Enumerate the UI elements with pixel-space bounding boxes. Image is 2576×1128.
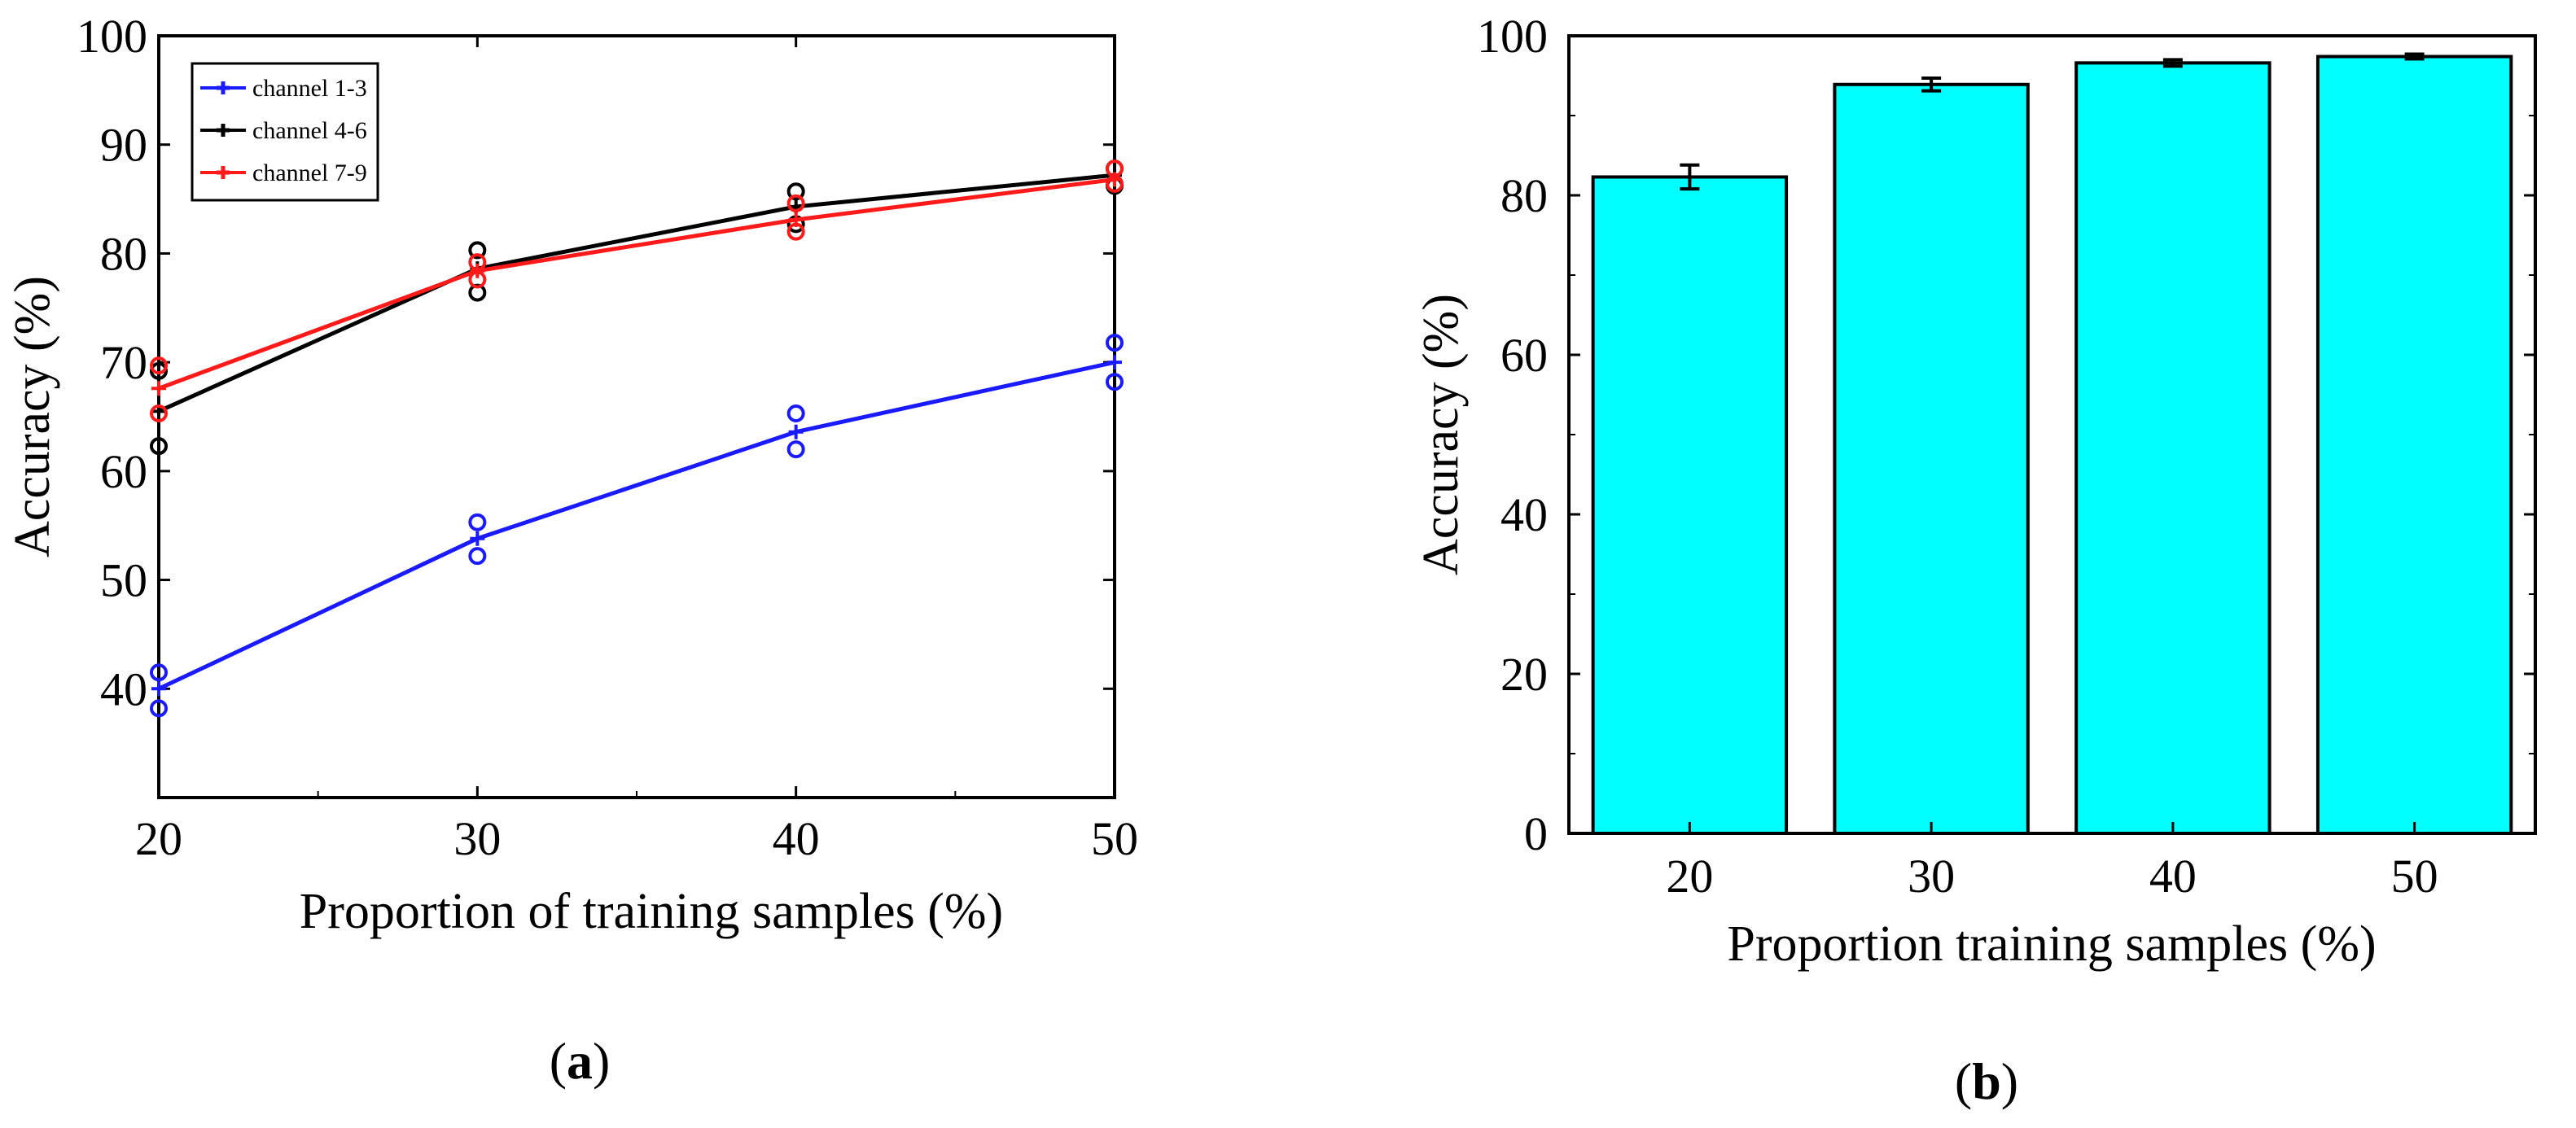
panel-label-a: (a) — [550, 1032, 611, 1090]
lower-point — [150, 699, 168, 718]
y-tick-label-a: 40 — [100, 662, 147, 715]
upper-point — [468, 241, 487, 260]
x-tick-label-a: 40 — [773, 812, 820, 865]
bar — [2074, 61, 2272, 835]
bar — [1591, 175, 1789, 835]
upper-point — [786, 404, 805, 422]
x-axis-label-a: Proportion of training samples (%) — [300, 884, 1003, 939]
panel-label-a-letter: a — [567, 1032, 593, 1090]
bar — [1833, 82, 2030, 835]
series-line — [157, 360, 1115, 691]
y-tick-label-a: 50 — [100, 554, 147, 607]
bar-chart-panel-b: 20 30 40 50 0 20 40 60 80 100 Proportion training… — [1413, 10, 2537, 1110]
upper-point — [786, 182, 805, 201]
y-tick-label-b: 40 — [1500, 488, 1548, 541]
lower-point — [150, 437, 168, 456]
legend-label: channel 4-6 — [252, 117, 367, 144]
x-tick-label-b: 20 — [1666, 850, 1713, 903]
upper-point — [1106, 334, 1124, 352]
series-line — [157, 173, 1115, 413]
panel-label-b-letter: b — [1972, 1052, 2001, 1110]
series-channel-1-3 — [150, 334, 1124, 718]
x-tick-label-a: 50 — [1091, 812, 1138, 865]
y-tick-label-b: 80 — [1500, 169, 1548, 222]
y-tick-label-a: 80 — [100, 227, 147, 280]
panel-label-b: (b) — [1955, 1052, 2018, 1110]
upper-point — [150, 663, 168, 682]
y-axis-label-a: Accuracy (%) — [5, 276, 60, 557]
y-tick-label-b: 20 — [1500, 648, 1548, 701]
y-tick-label-b: 0 — [1524, 807, 1548, 860]
legend-label: channel 1-3 — [252, 75, 367, 102]
y-tick-label-a: 60 — [100, 445, 147, 498]
x-tick-label-b: 30 — [1908, 850, 1955, 903]
upper-point — [150, 356, 168, 375]
y-tick-label-a: 90 — [100, 119, 147, 172]
series-channel-7-9 — [150, 160, 1124, 422]
upper-point — [150, 361, 168, 380]
legend: channel 1-3 channel 4-6 channel 7-9 — [191, 62, 379, 202]
lower-point — [468, 270, 487, 289]
y-tick-label-a: 70 — [100, 336, 147, 389]
upper-point — [468, 513, 487, 531]
lower-point — [1106, 373, 1124, 391]
upper-point — [468, 253, 487, 272]
bar — [2315, 55, 2513, 836]
y-tick-label-a: 100 — [77, 10, 147, 63]
lower-point — [786, 440, 805, 459]
y-tick-label-b: 100 — [1477, 10, 1548, 63]
y-axis-label-b: Accuracy (%) — [1413, 294, 1469, 575]
lower-point — [1106, 174, 1124, 193]
upper-point — [786, 194, 805, 212]
lower-point — [150, 404, 168, 422]
x-axis-label-b: Proportion training samples (%) — [1727, 916, 2376, 972]
lower-point — [786, 222, 805, 241]
lower-point — [468, 547, 487, 566]
y-tick-label-b: 60 — [1500, 329, 1548, 382]
series-line — [158, 177, 1115, 391]
x-tick-label-b: 50 — [2391, 850, 2438, 903]
x-tick-label-b: 40 — [2149, 850, 2197, 903]
x-tick-label-a: 30 — [453, 812, 501, 865]
legend-label: channel 7-9 — [252, 160, 367, 186]
x-tick-label-a: 20 — [135, 812, 182, 865]
